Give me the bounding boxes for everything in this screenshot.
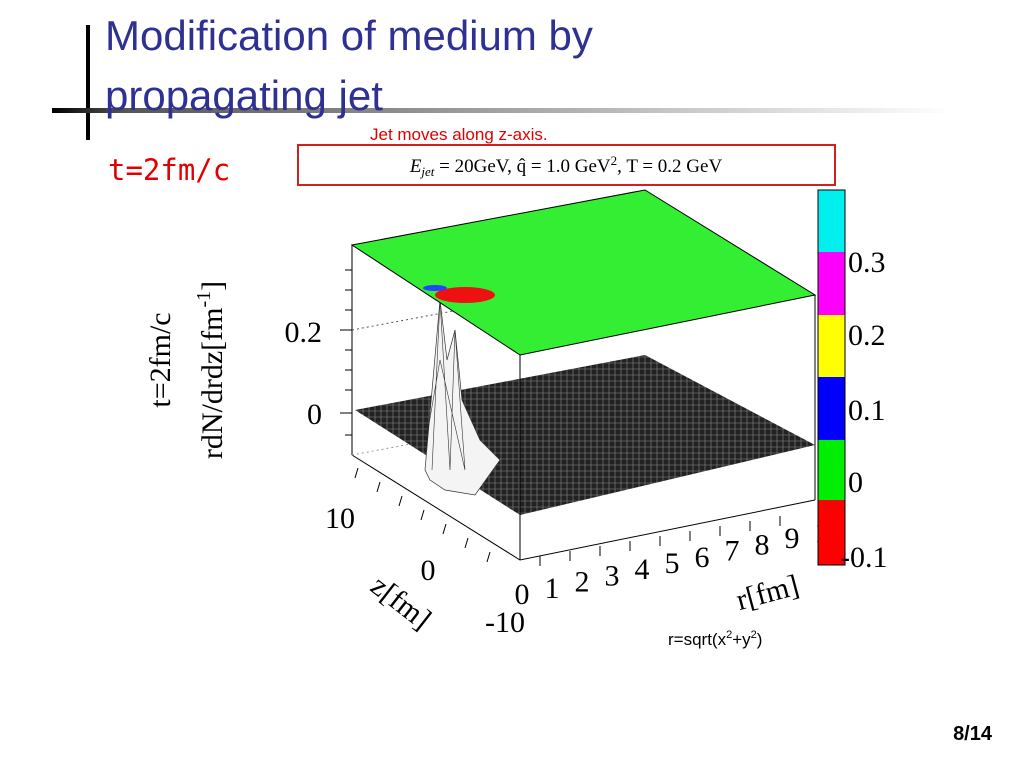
equation: Ejet = 20GeV, q̂ = 1.0 GeV2, T = 0.2 GeV	[409, 153, 723, 179]
y-label-part: ]	[196, 281, 229, 291]
r-tick-label: 4	[635, 553, 650, 586]
r-note-part: 2	[726, 629, 732, 641]
title: propagating jet	[105, 72, 383, 119]
title: Modification of medium by	[105, 12, 593, 59]
y-tick-label: 0	[307, 398, 322, 431]
colorbar-segment	[818, 190, 845, 252]
r-tick-label: 8	[755, 528, 770, 561]
colorbar-segment	[818, 252, 845, 315]
tick-marks	[354, 467, 491, 563]
colorbar-segment	[818, 315, 845, 377]
subtitle: t=2fm/c	[108, 153, 230, 187]
z-tick-label: 0	[421, 554, 436, 587]
r-tick-label: 6	[695, 541, 710, 574]
r-tick-label: 2	[575, 566, 590, 599]
colorbar-segment	[818, 440, 845, 500]
r-tick-label: 7	[725, 535, 740, 568]
top-spot	[435, 287, 495, 303]
colorbar-label: -0.1	[840, 541, 888, 574]
colorbar-label: 0.2	[848, 319, 886, 352]
surface-plot	[340, 189, 817, 566]
jet-peak	[424, 299, 501, 496]
eq-part: = 20GeV, q̂ = 1.0 GeV	[434, 156, 611, 177]
equation-box	[297, 144, 836, 186]
z-tick-label: 10	[325, 502, 355, 535]
page-number: 8/14	[953, 723, 993, 745]
r-note-part: r=sqrt(x	[668, 630, 727, 649]
r-note-part: +y	[732, 630, 751, 649]
y-label-part: rdN/drdz[fm	[196, 308, 229, 460]
z-tick-label: -10	[485, 606, 525, 639]
colorbar-label: 0.3	[848, 246, 886, 279]
annotation: Jet moves along z-axis.	[370, 125, 548, 144]
r-tick-label: 0	[515, 578, 530, 611]
colorbar-label: 0	[848, 466, 863, 499]
y-label-part: -1	[193, 291, 215, 308]
tick-marks	[340, 269, 352, 436]
y-label: rdN/drdz[fm-1]	[193, 281, 229, 459]
r-tick-label: 9	[785, 522, 800, 555]
colorbar-frame	[817, 189, 846, 566]
r-tick-label: 1	[545, 572, 560, 605]
floor-plane	[355, 355, 815, 515]
colorbar-segment	[818, 500, 845, 565]
eq-part: E	[409, 156, 422, 177]
r-note: r=sqrt(x2+y2)	[668, 629, 762, 649]
eq-part: , T = 0.2 GeV	[617, 156, 722, 177]
r-tick-labels: 01234567891	[515, 516, 830, 611]
deco-line	[52, 108, 952, 113]
colorbar-label: 0.1	[848, 394, 886, 427]
r-note-part: 2	[751, 629, 757, 641]
y-label: t=2fm/c	[144, 312, 177, 407]
top-plane	[350, 189, 817, 356]
r-tick-label: 3	[605, 559, 620, 592]
colorbar-segment	[818, 377, 845, 440]
eq-part: jet	[419, 164, 434, 179]
r-note-part: )	[757, 630, 763, 649]
top-spot	[423, 285, 447, 291]
colorbar: 0.3 0.2 0.1 0 -0.1	[817, 189, 888, 574]
axis-labels: t=2fm/c rdN/drdz[fm-1] 0.2 0 10 0 -10 z[…	[144, 281, 830, 639]
r-label: r[fm]	[733, 569, 803, 617]
y-tick-label: 0.2	[285, 316, 323, 349]
eq-part: 2	[611, 153, 618, 168]
tick-marks	[539, 516, 781, 566]
r-tick-label: 5	[665, 547, 680, 580]
